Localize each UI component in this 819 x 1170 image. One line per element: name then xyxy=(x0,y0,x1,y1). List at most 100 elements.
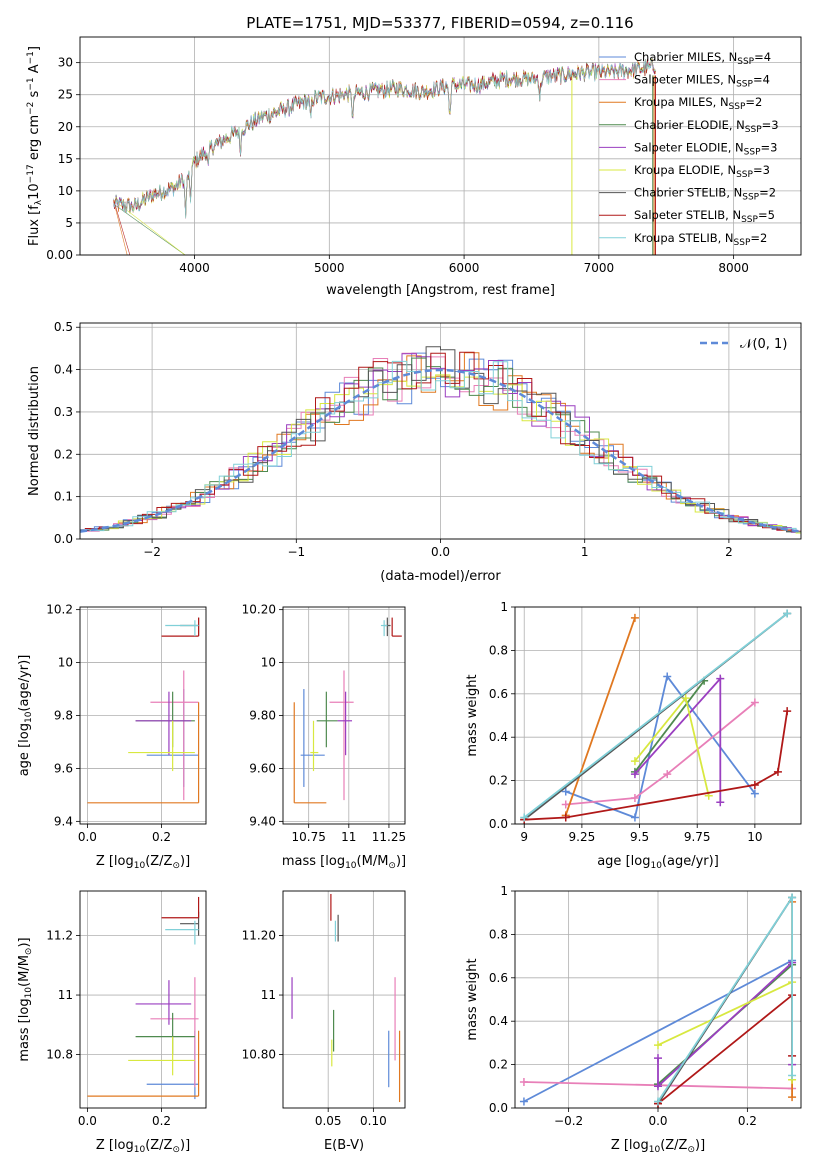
mass-weight-marker xyxy=(561,813,570,822)
mass-weight-vs-Z-y-label: mass weight xyxy=(465,958,480,1040)
residuals-panel: −2 −1 0.0 1 2 0.0 0.1 0.2 0.3 0.4 0.5 𝒩(0, 1) (data-… xyxy=(27,320,802,584)
normal-curve xyxy=(79,368,802,533)
x-tick-label: 7000 xyxy=(584,261,615,275)
spectrum-marks xyxy=(113,57,656,255)
y-tick-label: 9.80 xyxy=(249,709,276,723)
age-vs-Z-panel: 0.0 0.2 9.4 9.6 9.8 10 10.2 Z [log10(Z/Z⊙)] age … xyxy=(17,603,207,871)
x-tick-label: 9.75 xyxy=(684,830,711,844)
legend-entry: Salpeter MILES, NSSP=4 xyxy=(634,73,770,90)
mass-weight-marker xyxy=(654,1054,662,1063)
y-tick-label: 9.6 xyxy=(54,761,73,775)
mass-vs-EBV-frame xyxy=(282,890,406,1109)
age-vs-mass-x-label: mass [log10(M/M⊙)] xyxy=(282,854,406,871)
mass-weight-marker xyxy=(716,798,725,807)
age-vs-Z-x-label: Z [log10(Z/Z⊙)] xyxy=(96,854,190,871)
legend-entry: Kroupa MILES, NSSP=2 xyxy=(634,95,762,112)
y-tick-label: 11.20 xyxy=(242,929,276,943)
mass-vs-EBV-marks xyxy=(291,893,401,1103)
mass-weight-marker xyxy=(519,1077,528,1086)
mass-weight-line xyxy=(634,696,710,797)
y-tick-label: 0.4 xyxy=(54,363,73,377)
y-tick-label: 0.2 xyxy=(489,774,508,788)
y-tick-label: 10.20 xyxy=(242,603,276,617)
x-tick-label: 10.75 xyxy=(292,830,326,844)
mass-weight-marker xyxy=(630,770,639,779)
mass-weight-marker xyxy=(663,770,672,779)
y-tick-label: 10 xyxy=(58,656,73,670)
y-tick-label: 1 xyxy=(500,884,508,898)
x-tick-label: 11 xyxy=(341,830,356,844)
y-tick-label: 15 xyxy=(58,152,73,166)
residuals-frame xyxy=(79,322,802,540)
y-tick-label: 0.2 xyxy=(54,447,73,461)
mass-vs-EBV-panel: 0.05 0.10 10.80 11 11.20 E(B-V) xyxy=(242,890,406,1153)
legend-entry: 𝒩(0, 1) xyxy=(740,337,787,352)
mass-weight-marker xyxy=(630,613,639,622)
age-vs-mass-frame xyxy=(282,606,406,825)
age-vs-Z-y-label: age [log10(age/yr)] xyxy=(17,655,34,777)
mass-weight-marker xyxy=(519,1097,528,1106)
x-tick-label: 2 xyxy=(725,545,733,559)
y-tick-label: 9.40 xyxy=(249,814,276,828)
mass-weight-marker xyxy=(654,1041,662,1050)
x-tick-label: 4000 xyxy=(179,261,210,275)
y-tick-label: 0.4 xyxy=(489,730,508,744)
x-tick-label: 5000 xyxy=(314,261,345,275)
y-tick-label: 0.4 xyxy=(489,1014,508,1028)
mass-weight-marker xyxy=(520,813,529,822)
y-tick-label: 9.60 xyxy=(249,761,276,775)
x-tick-label: 1 xyxy=(581,545,589,559)
mass-vs-Z-frame xyxy=(79,890,207,1109)
y-tick-label: 0.0 xyxy=(54,532,73,546)
y-tick-label: 11.2 xyxy=(46,929,73,943)
residual-histogram xyxy=(89,360,801,533)
y-tick-label: 0.00 xyxy=(46,248,73,262)
mass-vs-EBV-x-label: E(B-V) xyxy=(324,1138,364,1153)
x-tick-label: 10 xyxy=(747,830,762,844)
x-tick-label: 8000 xyxy=(718,261,749,275)
age-vs-mass-marks xyxy=(293,617,402,804)
mass-weight-vs-Z-panel: −0.2 0.0 0.2 0.0 0.2 0.4 0.6 0.8 1 Z [log10(Z/Z⊙)… xyxy=(465,884,802,1155)
y-tick-label: 0.0 xyxy=(489,817,508,831)
spectrum-line xyxy=(113,59,656,217)
mass-weight-marker xyxy=(773,767,782,776)
age-vs-mass-panel: 10.75 11 11.25 9.40 9.60 9.80 10 10.20 mass [log… xyxy=(242,603,406,871)
mass-weight-marker xyxy=(750,789,759,798)
mass-weight-marker xyxy=(788,1071,797,1080)
mass-weight-vs-age-panel: 9 9.25 9.5 9.75 10 0.0 0.2 0.4 0.6 0.8 1 age [log10… xyxy=(465,600,802,871)
y-tick-label: 10.80 xyxy=(242,1047,276,1061)
mass-weight-marker xyxy=(561,800,570,809)
age-vs-mass-grid xyxy=(283,607,405,824)
y-tick-label: 0.1 xyxy=(54,490,73,504)
y-tick-label: 0.0 xyxy=(489,1101,508,1115)
age-vs-Z-frame xyxy=(79,606,207,825)
mass-weight-marker xyxy=(561,787,570,796)
figure-title: PLATE=1751, MJD=53377, FIBERID=0594, z=0… xyxy=(246,14,633,32)
spectrum-line xyxy=(113,59,656,219)
x-tick-label: 0.05 xyxy=(315,1114,342,1128)
spectrum-panel: 4000 5000 6000 7000 8000 0.00 5 10 15 20 25 30 Chabr… xyxy=(26,36,802,298)
y-tick-label: 30 xyxy=(58,56,73,70)
x-tick-label: 0.0 xyxy=(431,545,450,559)
y-tick-label: 11 xyxy=(261,988,276,1002)
mass-weight-vs-age-frame xyxy=(514,606,802,825)
mass-weight-vs-Z-frame xyxy=(514,890,802,1109)
spectrum-legend: Chabrier MILES, NSSP=4 Salpeter MILES, NS… xyxy=(599,50,779,248)
y-tick-label: 0.8 xyxy=(489,927,508,941)
mass-vs-Z-marks xyxy=(87,896,200,1100)
mass-weight-marker xyxy=(663,672,672,681)
mass-weight-vs-age-x-label: age [log10(age/yr)] xyxy=(597,854,719,871)
mass-weight-line xyxy=(657,894,793,1102)
y-tick-label: 11 xyxy=(58,988,73,1002)
mass-weight-marker xyxy=(654,1082,662,1091)
residual-histogram xyxy=(80,352,801,532)
x-tick-label: 0.2 xyxy=(152,1114,171,1128)
mass-vs-Z-panel: 0.0 0.2 10.8 11 11.2 Z [log10(Z/Z⊙)] mass [log… xyxy=(17,890,207,1155)
mass-weight-vs-age-marks xyxy=(520,609,792,824)
x-tick-label: 0.0 xyxy=(648,1114,667,1128)
mass-weight-marker xyxy=(681,694,690,703)
legend-entry: Kroupa ELODIE, NSSP=3 xyxy=(634,163,770,180)
y-tick-label: 10.2 xyxy=(46,603,73,617)
y-tick-label: 5 xyxy=(65,216,73,230)
